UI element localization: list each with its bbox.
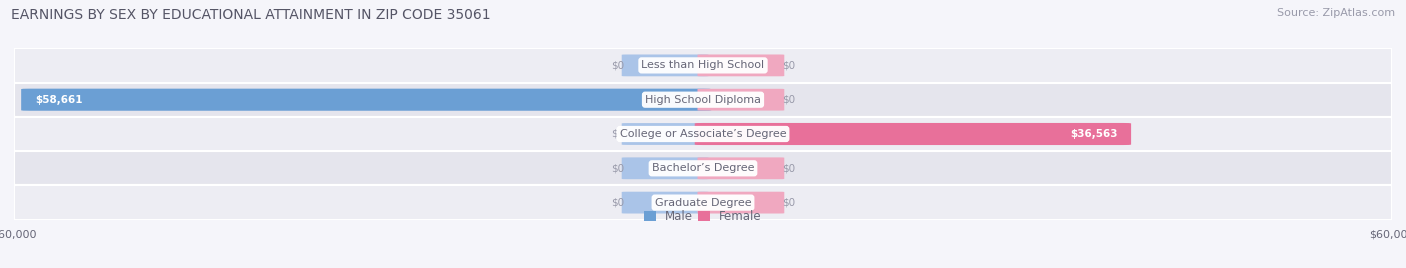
FancyBboxPatch shape: [621, 192, 709, 214]
Bar: [14, 48, 1392, 83]
FancyBboxPatch shape: [621, 54, 709, 76]
Text: Less than High School: Less than High School: [641, 60, 765, 70]
FancyBboxPatch shape: [697, 192, 785, 214]
Text: $0: $0: [782, 60, 796, 70]
FancyBboxPatch shape: [697, 157, 785, 179]
Text: $0: $0: [610, 198, 624, 208]
Text: $0: $0: [610, 163, 624, 173]
Text: Bachelor’s Degree: Bachelor’s Degree: [652, 163, 754, 173]
Text: $0: $0: [782, 95, 796, 105]
Text: $58,661: $58,661: [35, 95, 83, 105]
Bar: [14, 83, 1392, 117]
FancyBboxPatch shape: [21, 89, 711, 111]
Text: Graduate Degree: Graduate Degree: [655, 198, 751, 208]
Text: $0: $0: [610, 129, 624, 139]
Text: $0: $0: [782, 198, 796, 208]
FancyBboxPatch shape: [621, 157, 709, 179]
FancyBboxPatch shape: [695, 123, 1130, 145]
Text: $0: $0: [610, 60, 624, 70]
Bar: [14, 117, 1392, 151]
Bar: [14, 185, 1392, 220]
Text: $36,563: $36,563: [1070, 129, 1118, 139]
Text: College or Associate’s Degree: College or Associate’s Degree: [620, 129, 786, 139]
Legend: Male, Female: Male, Female: [640, 205, 766, 228]
FancyBboxPatch shape: [697, 54, 785, 76]
Text: Source: ZipAtlas.com: Source: ZipAtlas.com: [1277, 8, 1395, 18]
Bar: [14, 151, 1392, 185]
FancyBboxPatch shape: [621, 123, 709, 145]
Text: $0: $0: [782, 163, 796, 173]
Text: High School Diploma: High School Diploma: [645, 95, 761, 105]
FancyBboxPatch shape: [697, 89, 785, 111]
Text: EARNINGS BY SEX BY EDUCATIONAL ATTAINMENT IN ZIP CODE 35061: EARNINGS BY SEX BY EDUCATIONAL ATTAINMEN…: [11, 8, 491, 22]
